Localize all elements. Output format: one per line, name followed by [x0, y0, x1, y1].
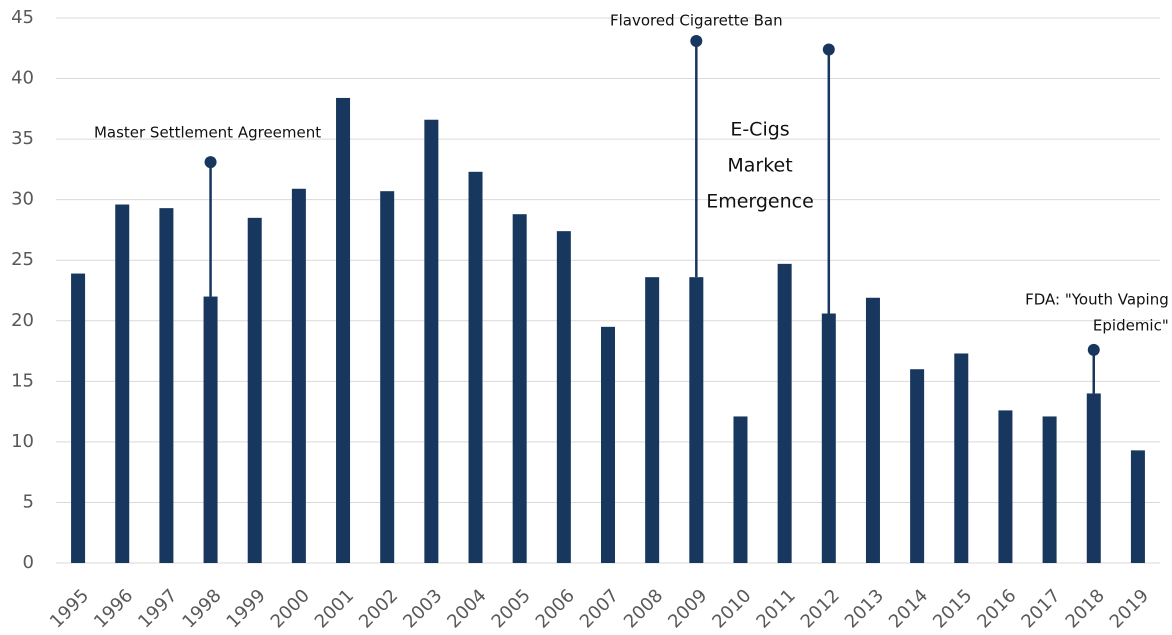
x-tick-label: 2009	[664, 585, 711, 632]
bar	[71, 273, 86, 563]
bar	[1086, 393, 1101, 563]
x-tick-label: 2012	[797, 585, 844, 632]
bar	[203, 296, 218, 563]
bar	[910, 369, 925, 563]
annotation-text: Epidemic"	[1093, 317, 1169, 335]
annotation-marker	[204, 156, 217, 169]
bar	[998, 410, 1013, 563]
x-tick-label: 2013	[841, 585, 888, 632]
annotation-marker	[1087, 343, 1100, 356]
bar	[159, 208, 174, 563]
x-tick-label: 2015	[929, 585, 976, 632]
x-tick-label: 1999	[223, 585, 270, 632]
bar	[468, 171, 483, 564]
y-tick-label: 45	[11, 7, 34, 28]
x-tick-label: 1997	[134, 585, 181, 632]
bar	[1042, 416, 1057, 563]
annotation-text: Emergence	[706, 191, 814, 213]
bar	[380, 191, 395, 563]
x-tick-label: 1996	[90, 585, 137, 632]
bar	[821, 313, 836, 563]
bar	[512, 214, 527, 563]
x-tick-label: 2007	[576, 585, 623, 632]
bar	[247, 217, 262, 564]
y-tick-label: 25	[11, 249, 34, 270]
bar	[645, 277, 660, 563]
x-tick-label: 2005	[488, 585, 535, 632]
y-tick-label: 5	[23, 491, 34, 512]
bar	[865, 297, 880, 563]
y-tick-label: 0	[23, 552, 34, 573]
annotation-marker	[690, 35, 703, 48]
bar	[424, 119, 439, 563]
x-tick-label: 2008	[620, 585, 667, 632]
annotation-text: E-Cigs	[730, 119, 789, 141]
bar	[733, 416, 748, 563]
y-tick-label: 40	[11, 68, 34, 89]
annotation-text: Master Settlement Agreement	[94, 124, 321, 142]
bar	[601, 326, 615, 563]
bar	[954, 353, 969, 563]
x-tick-label: 2011	[752, 585, 799, 632]
y-tick-label: 20	[11, 310, 34, 331]
annotation-text: FDA: "Youth Vaping	[1025, 291, 1169, 309]
x-tick-label: 2014	[885, 585, 932, 632]
x-tick-label: 2018	[1062, 585, 1109, 632]
x-tick-label: 2001	[311, 585, 358, 632]
x-tick-label: 1995	[46, 585, 93, 632]
y-tick-label: 15	[11, 370, 34, 391]
bar	[291, 188, 306, 563]
x-tick-label: 2003	[399, 585, 446, 632]
x-tick-label: 2016	[973, 585, 1020, 632]
x-tick-label: 1998	[178, 585, 225, 632]
x-tick-label: 2017	[1017, 585, 1064, 632]
x-tick-label: 2019	[1106, 585, 1153, 632]
bar	[689, 277, 704, 563]
y-tick-label: 30	[11, 189, 34, 210]
annotation-text: Market	[727, 155, 792, 177]
bar	[556, 231, 571, 563]
annotation-marker	[822, 43, 835, 56]
y-tick-label: 35	[11, 128, 34, 149]
x-tick-label: 2002	[355, 585, 402, 632]
bar	[1130, 450, 1145, 563]
x-tick-label: 2000	[267, 585, 314, 632]
x-tick-label: 2006	[532, 585, 579, 632]
x-tick-label: 2004	[443, 585, 490, 632]
bar	[336, 97, 351, 563]
annotation-text: Flavored Cigarette Ban	[610, 12, 783, 30]
bar	[115, 204, 130, 563]
bar	[777, 263, 792, 563]
y-tick-label: 10	[11, 431, 34, 452]
x-tick-label: 2010	[708, 585, 755, 632]
